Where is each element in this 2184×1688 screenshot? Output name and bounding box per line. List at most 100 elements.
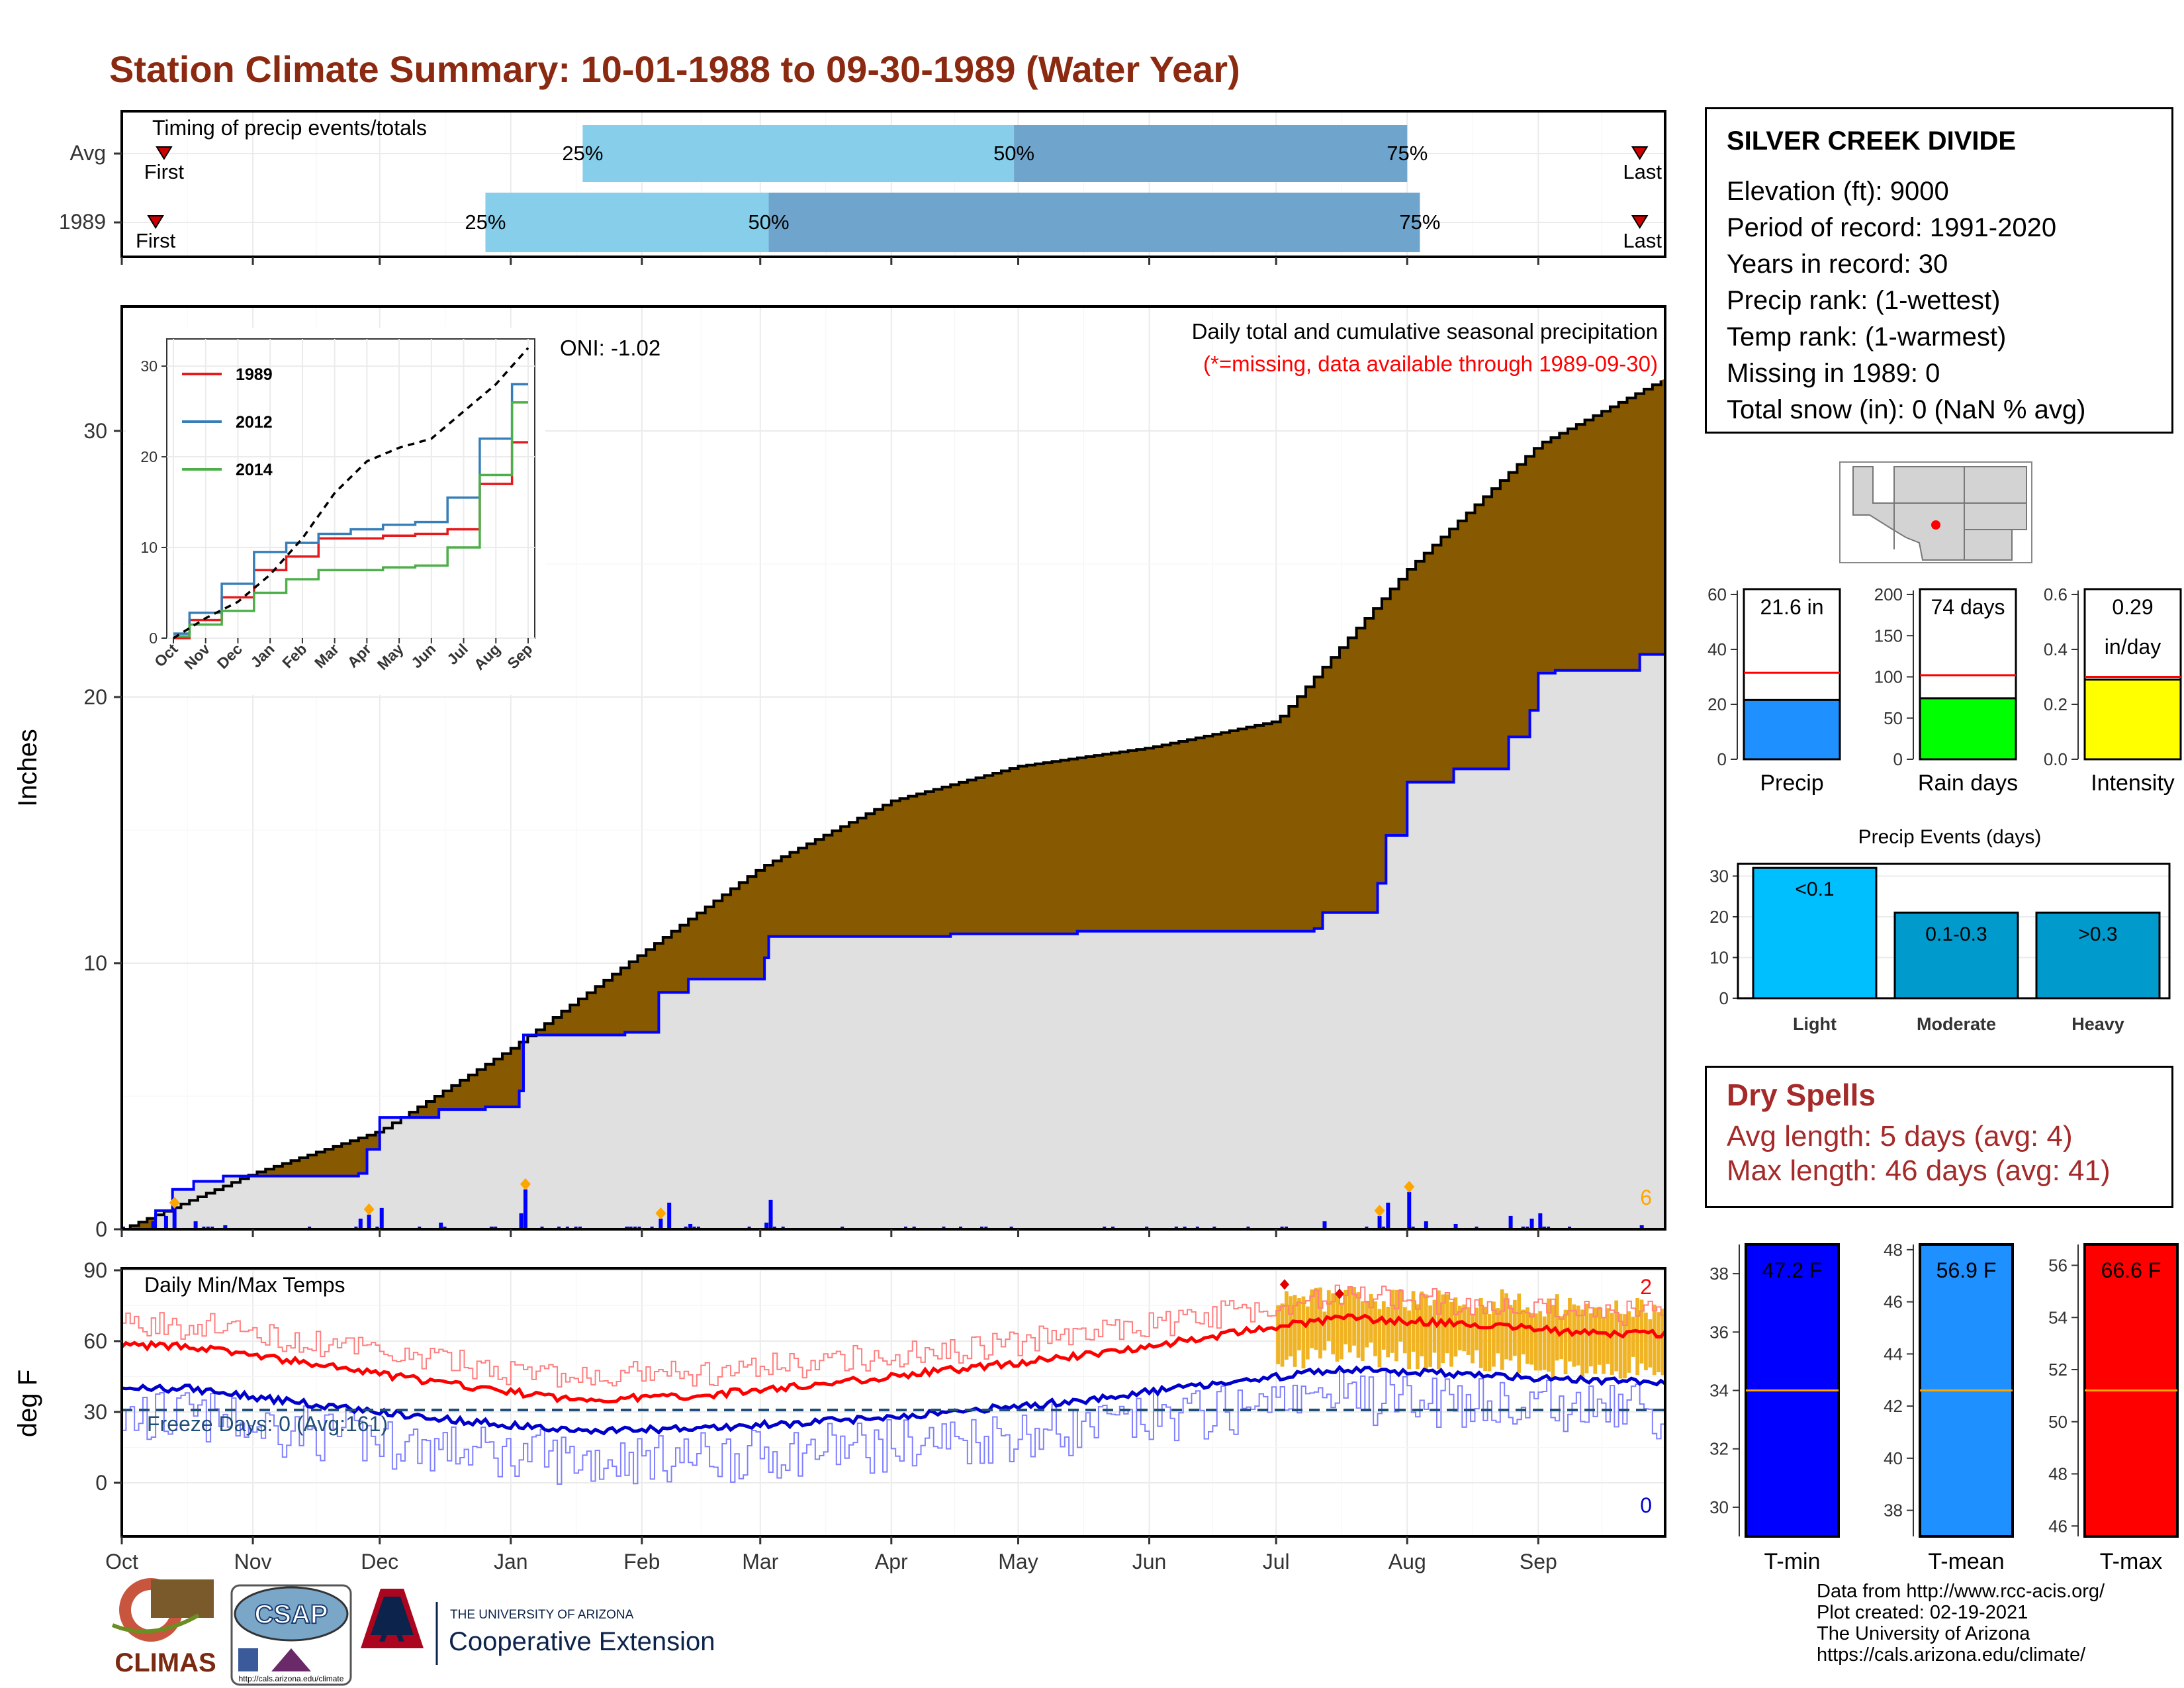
temp-obs-bar [1326, 1290, 1331, 1341]
events-title: Precip Events (days) [1858, 826, 2042, 848]
temp-summary-ytick-label: 48 [2048, 1464, 2068, 1484]
daily-precip-bar [696, 1226, 700, 1229]
temp-summary-ytick-label: 42 [1884, 1396, 1903, 1416]
station-snow: Total snow (in): 0 (NaN % avg) [1727, 395, 2086, 424]
tmax-record-marker [1279, 1279, 1289, 1290]
temp-summary-ytick-label: 40 [1884, 1448, 1903, 1468]
timing-bar-q1 [485, 193, 769, 252]
temp-obs-bar [1555, 1294, 1559, 1361]
summary-ytick-label: 100 [1874, 667, 1903, 687]
cumulative-1989-line [122, 653, 1665, 1229]
svg-text:CSAP: CSAP [254, 1600, 328, 1629]
oni-label: ONI: -1.02 [560, 336, 660, 360]
inset-ytick-label: 20 [140, 448, 158, 465]
event-category-label: Light [1793, 1014, 1837, 1034]
daily-precip-bar [172, 1207, 177, 1229]
temp-summary-ytick-label: 46 [1884, 1292, 1903, 1312]
temp-obs-bar [1322, 1311, 1327, 1351]
temp-obs-bar [1631, 1317, 1635, 1357]
temp-summary-bar-label: T-max [2100, 1549, 2162, 1574]
temp-obs-bar [1529, 1313, 1534, 1365]
tmin-daily-line [122, 1370, 1665, 1485]
daily-precip-bar [984, 1226, 988, 1229]
daily-precip-bar [633, 1226, 637, 1229]
temp-obs-bar [1471, 1313, 1475, 1364]
precip-ytick-label: 20 [83, 685, 107, 709]
daily-precip-bar [1174, 1226, 1178, 1229]
precip-count-label: 6 [1640, 1186, 1652, 1209]
summary-value-label: 0.29 [2112, 595, 2153, 619]
summary-ytick-label: 0.2 [2044, 694, 2068, 714]
precip-extreme-marker [169, 1196, 180, 1209]
temp-obs-bar [1457, 1305, 1462, 1350]
temp-obs-bar [1597, 1306, 1602, 1365]
daily-precip-bar [163, 1215, 168, 1229]
precip-extreme-marker [655, 1207, 666, 1219]
location-map [1839, 461, 2032, 563]
inset-series-line [173, 347, 529, 639]
daily-precip-bar [418, 1226, 422, 1229]
daily-precip-bar [206, 1226, 210, 1229]
timing-p50-label: 50% [748, 211, 789, 234]
daily-precip-bar [1365, 1226, 1369, 1229]
summary-ytick-label: 60 [1707, 585, 1727, 604]
station-precip-rank: Precip rank: (1-wettest) [1727, 286, 2001, 315]
dry-spells-max: Max length: 46 days (avg: 41) [1727, 1154, 2111, 1187]
temp-obs-bar [1475, 1307, 1479, 1350]
station-temp-rank: Temp rank: (1-warmest) [1727, 322, 2007, 352]
daily-precip-bar [223, 1225, 228, 1229]
precip-missing-note: (*=missing, data available through 1989-… [1203, 352, 1658, 376]
timing-p75-label: 75% [1387, 142, 1428, 165]
temp-summary-bar-label: T-mean [1928, 1549, 2004, 1574]
temp-obs-bar [1504, 1293, 1508, 1360]
svg-text:THE UNIVERSITY OF ARIZONA: THE UNIVERSITY OF ARIZONA [450, 1608, 634, 1622]
temp-obs-bar [1449, 1301, 1453, 1367]
temp-summary-value-label: 56.9 F [1936, 1258, 1997, 1282]
daily-precip-bar [1542, 1226, 1546, 1229]
timing-panel: 25% 50% 75% First Last 25% 50% 75% First Last Tim… [59, 110, 1666, 258]
daily-precip-bar [557, 1226, 561, 1229]
temp-obs-bar [1487, 1314, 1492, 1372]
temp-obs-bar [1602, 1317, 1606, 1374]
daily-precip-bar [637, 1226, 641, 1229]
month-axis-label: Sep [1520, 1550, 1557, 1573]
daily-precip-bar [629, 1226, 633, 1229]
daily-precip-bar [1322, 1221, 1327, 1229]
timing-p50-label: 50% [993, 142, 1034, 165]
temp-obs-bar [1297, 1298, 1301, 1350]
dry-spells-title: Dry Spells [1727, 1078, 1876, 1112]
inset-legend-label: 2014 [236, 461, 273, 479]
daily-precip-bar [489, 1226, 494, 1229]
event-bar [1752, 867, 1878, 1000]
daily-precip-bar [781, 1226, 785, 1229]
daily-precip-bar [772, 1226, 776, 1229]
temp-obs-bar [1276, 1305, 1280, 1364]
temp-obs-bar [1559, 1316, 1564, 1360]
daily-precip-bar [1568, 1226, 1572, 1229]
daily-precip-bar [1183, 1226, 1187, 1229]
daily-precip-bar [1377, 1215, 1382, 1229]
inset-series-line [173, 383, 528, 635]
temp-obs-bar [1424, 1294, 1428, 1372]
daily-precip-bar [1547, 1226, 1551, 1229]
temp-obs-bar [1610, 1313, 1614, 1375]
daily-precip-bar [308, 1226, 312, 1229]
temp-summary-ytick-label: 38 [1709, 1264, 1729, 1284]
temp-obs-bar [1293, 1295, 1297, 1367]
temp-obs-bar [1394, 1289, 1398, 1362]
temp-obs-bar [1428, 1305, 1432, 1367]
precip-extreme-marker [520, 1178, 531, 1190]
dry-spells-avg: Avg length: 5 days (avg: 4) [1727, 1120, 2073, 1152]
event-bar-label: 0.1-0.3 [1925, 923, 1987, 945]
ua-logo: A THE UNIVERSITY OF ARIZONA Cooperative … [361, 1589, 715, 1665]
daily-precip-bar [578, 1226, 582, 1229]
summary-ytick-label: 50 [1884, 708, 1903, 728]
daily-precip-bar [768, 1199, 773, 1229]
temp-obs-bar [1584, 1303, 1589, 1374]
temp-obs-bar [1436, 1290, 1441, 1370]
daily-precip-bar [841, 1226, 844, 1229]
temp-obs-bar [1305, 1306, 1310, 1360]
tmax-record-marker [1335, 1288, 1345, 1299]
temp-obs-bar [1648, 1319, 1653, 1368]
